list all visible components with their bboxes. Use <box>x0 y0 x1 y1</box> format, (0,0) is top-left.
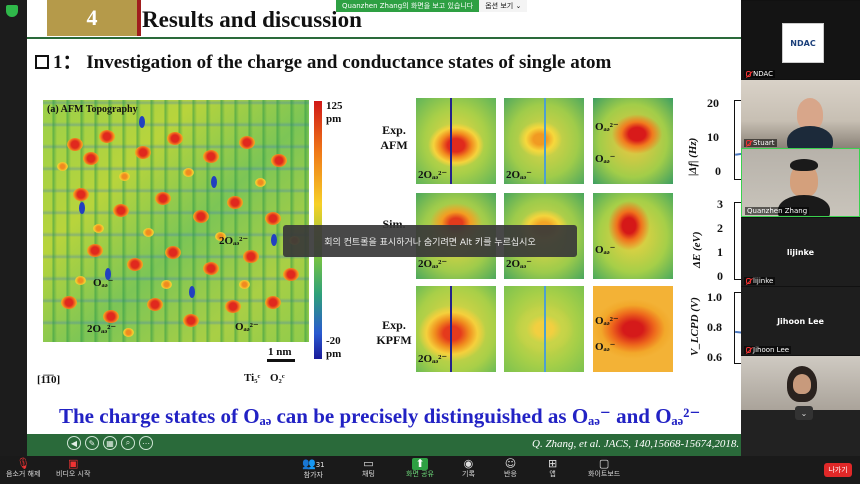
participant-tile-stuart[interactable]: Stuart <box>741 79 860 148</box>
shared-slide: 4 Results and discussion 1： Investigatio… <box>27 0 789 456</box>
plot3-tick: 0.8 <box>707 320 722 334</box>
afm-annotation-top: 2Oₐₔ²⁻ <box>219 235 249 247</box>
record-icon: ◉ <box>463 457 474 470</box>
security-shield-icon[interactable] <box>6 5 18 17</box>
plot3-tick: 0.6 <box>707 350 722 364</box>
slide-footer <box>27 434 789 456</box>
slide-title: Results and discussion <box>142 7 362 32</box>
o-label: O₂ᶜ <box>270 372 285 384</box>
participant-name: lijinke <box>744 277 776 285</box>
leave-button[interactable]: 나가기 <box>824 463 852 477</box>
slide-subtitle: 1： Investigation of the charge and condu… <box>35 47 611 74</box>
apps-button[interactable]: ⊞ 앱 <box>548 457 558 479</box>
share-screen-icon: ⬆ <box>412 458 428 470</box>
citation: Q. Zhang, et al. JACS, 140,15668-15674,2… <box>532 438 740 450</box>
whiteboard-button[interactable]: ▢ 화이트보드 <box>588 457 621 479</box>
plot2-ylabel: ΔE (eV) <box>691 231 703 268</box>
share-status-text: Quanzhen Zhang의 화면을 보고 있습니다 <box>336 0 480 12</box>
section-number: 4 <box>47 0 137 36</box>
reactions-button[interactable]: ☺ 반응 <box>504 457 517 479</box>
participant-name: Quanzhen Zhang <box>745 207 810 215</box>
afm-annotation-left-lower: 2Oₐₔ²⁻ <box>87 323 117 335</box>
participant-tile-quanzhen-zhang[interactable]: Quanzhen Zhang <box>741 148 860 217</box>
participant-tile-video[interactable] <box>741 355 860 410</box>
plot1-ylabel: |Δf| (Hz) <box>687 137 699 176</box>
afm-annotation-left-upper: Oₐₔ⁻ <box>93 277 114 289</box>
row-label-exp-afm: Exp. AFM <box>380 123 408 152</box>
afm-axis-direction: [1̅1̅0] <box>37 374 61 386</box>
title-underline <box>27 37 789 39</box>
muted-mic-icon <box>746 278 751 284</box>
record-button[interactable]: ◉ 기록 <box>462 457 475 479</box>
ti-label: Ti₅ᶜ <box>244 372 261 384</box>
panel-exp-kpfm-1: 2Oₐₔ²⁻ <box>416 286 496 372</box>
muted-mic-icon <box>746 140 751 146</box>
participant-panel: NDAC NDAC Stuart Quanzhen Zhang lijinke … <box>741 0 860 456</box>
participant-center-name: lijinke <box>786 247 815 257</box>
participant-tile-ndac[interactable]: NDAC NDAC <box>741 0 860 79</box>
screen-share-banner: Quanzhen Zhang의 화면을 보고 있습니다 옵션 보기 ⌄ <box>336 0 528 12</box>
zoom-icon[interactable]: ⌕ <box>121 436 135 450</box>
plot3-ylabel: V_LCPD (V) <box>689 297 701 356</box>
plot3-tick: 1.0 <box>707 290 722 304</box>
colorbar-bottom-label: -20 pm <box>326 335 342 360</box>
slides-icon[interactable]: ▦ <box>103 436 117 450</box>
panel-exp-afm-3: Oₐₔ²⁻ Oₐₔ⁻ <box>593 98 673 184</box>
meeting-controls-tooltip: 회의 컨트롤을 표시하거나 숨기려면 Alt 키를 누르십시오 <box>283 225 577 257</box>
plot1-tick: 0 <box>715 164 721 178</box>
slide-show-controls: ◀ ✎ ▦ ⌕ ⋯ <box>67 436 153 450</box>
more-icon[interactable]: ⋯ <box>139 436 153 450</box>
subtitle-text: 1： Investigation of the charge and condu… <box>53 52 612 73</box>
prev-slide-icon[interactable]: ◀ <box>67 436 81 450</box>
ndac-logo: NDAC <box>782 23 824 63</box>
colorbar-top-label: 125 pm <box>326 100 343 125</box>
meeting-toolbar: 🎙 음소거 해제 ▣ 비디오 시작 👥31 참가자 ▭ 채팅 ⬆ 화면 공유 ◉ 기록 ☺ 반… <box>0 456 860 484</box>
afm-label: (a) AFM Topography <box>47 104 138 115</box>
plot2-tick: 2 <box>717 221 723 235</box>
start-video-button[interactable]: ▣ 비디오 시작 <box>56 457 91 479</box>
plot2-tick: 3 <box>717 197 723 211</box>
apps-icon: ⊞ <box>548 457 558 470</box>
scroll-down-chevron-icon[interactable]: ⌄ <box>795 406 813 420</box>
afm-annotation-right-lower: Oₐₔ²⁻ <box>235 321 259 333</box>
afm-topography-image: (a) AFM Topography 2Oₐₔ²⁻ Oₐₔ⁻ <box>43 100 309 342</box>
section-divider <box>137 0 141 36</box>
participant-tile-jihoon-lee[interactable]: Jihoon Lee Jihoon Lee <box>741 286 860 355</box>
whiteboard-icon: ▢ <box>598 457 610 470</box>
chat-icon: ▭ <box>363 457 374 470</box>
plot2-tick: 1 <box>717 245 723 259</box>
participant-tile-lijinke[interactable]: lijinke lijinke <box>741 217 860 286</box>
afm-scale-bar-label: 1 nm <box>268 346 292 358</box>
participant-name: Stuart <box>744 139 777 147</box>
muted-mic-icon <box>746 347 751 353</box>
plot1-tick: 20 <box>707 96 719 110</box>
plot1-tick: 10 <box>707 130 719 144</box>
muted-mic-icon: 🎙 <box>16 457 31 470</box>
view-options-button[interactable]: 옵션 보기 ⌄ <box>479 0 528 12</box>
panel-exp-kpfm-3: Oₐₔ²⁻ Oₐₔ⁻ <box>593 286 673 372</box>
unmute-button[interactable]: 🎙 음소거 해제 <box>6 457 41 479</box>
plot2-tick: 0 <box>717 269 723 283</box>
panel-exp-kpfm-2 <box>504 286 584 372</box>
participants-icon: 👥31 <box>302 457 325 470</box>
checkbox-icon <box>35 55 49 69</box>
panel-sim-3: Oₐₔ⁻ <box>593 193 673 279</box>
participant-center-name: Jihoon Lee <box>777 316 824 326</box>
panel-exp-afm-1: 2Oₐₔ²⁻ <box>416 98 496 184</box>
reactions-icon: ☺ <box>504 457 517 470</box>
row-label-exp-kpfm: Exp. KPFM <box>376 318 412 347</box>
muted-mic-icon <box>746 71 751 77</box>
pen-icon[interactable]: ✎ <box>85 436 99 450</box>
afm-scale-bar <box>267 359 295 362</box>
share-screen-button[interactable]: ⬆ 화면 공유 <box>406 457 434 479</box>
left-strip <box>0 0 27 456</box>
video-off-icon: ▣ <box>68 457 79 470</box>
panel-exp-afm-2: 2Oₐₔ⁻ <box>504 98 584 184</box>
participants-button[interactable]: 👥31 참가자 <box>302 457 325 480</box>
participant-name: NDAC <box>744 70 776 78</box>
participant-name: Jihoon Lee <box>744 346 792 354</box>
conclusion-text: The charge states of Oₐₔ can be precisel… <box>59 404 701 428</box>
chat-button[interactable]: ▭ 채팅 <box>362 457 375 479</box>
